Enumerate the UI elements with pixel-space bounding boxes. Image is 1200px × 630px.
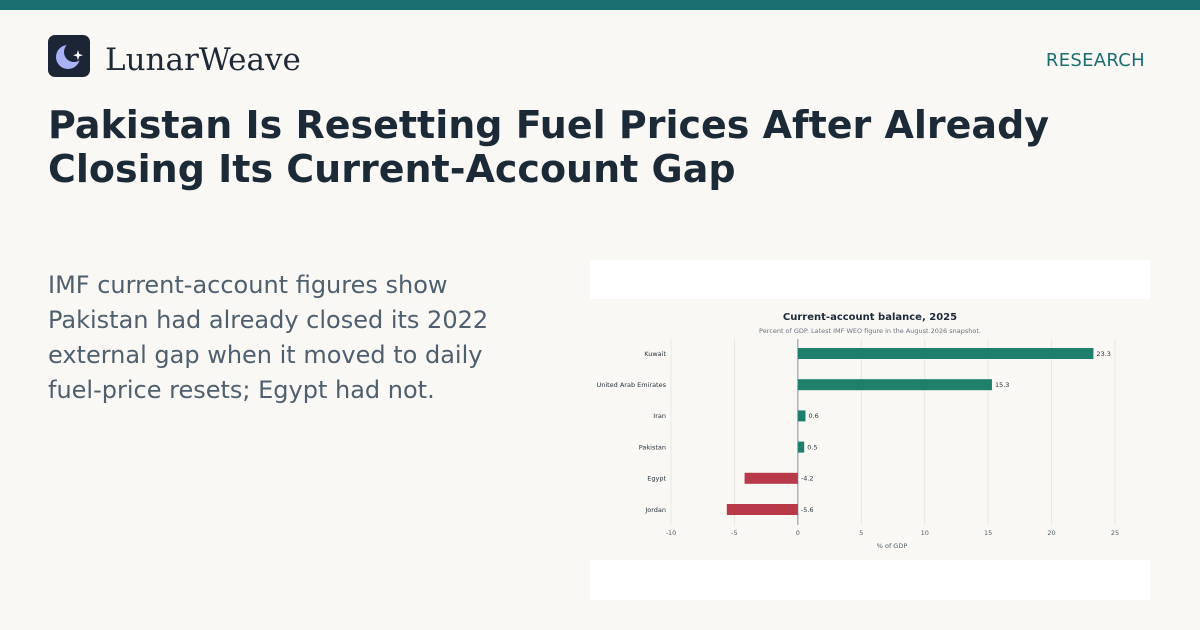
article-headline: Pakistan Is Resetting Fuel Prices After … (48, 103, 1128, 191)
chart-subtitle: Percent of GDP. Latest IMF WEO figure in… (759, 327, 981, 335)
chart-x-tick-label: 0 (796, 529, 800, 537)
chart-bar (797, 379, 992, 391)
summary-line: Pakistan had already closed its 2022 (48, 306, 489, 334)
chart-value-label: -5.6 (801, 506, 814, 514)
chart-category-label: United Arab Emirates (596, 381, 666, 389)
chart-x-tick-label: -5 (731, 529, 737, 537)
current-account-bar-chart: Current-account balance, 2025 Percent of… (590, 299, 1150, 560)
chart-value-label: 0.6 (808, 412, 818, 420)
chart-bar (744, 472, 798, 484)
section-tag[interactable]: RESEARCH (1045, 50, 1145, 71)
chart-category-label: Kuwait (644, 350, 666, 358)
chart-x-tick-label: 25 (1111, 529, 1119, 537)
chart-card: Current-account balance, 2025 Percent of… (590, 260, 1150, 600)
chart-bar (797, 348, 1094, 359)
chart-category-label: Egypt (647, 475, 666, 483)
chart-x-tick-label: 20 (1047, 529, 1055, 537)
summary-line: fuel-price resets; Egypt had not. (48, 376, 435, 404)
chart-x-tick-label: 5 (859, 529, 863, 537)
chart-x-tick-label: 15 (984, 529, 992, 537)
crescent-moon-sparkle-icon (48, 35, 90, 77)
chart-value-label: -4.2 (801, 475, 814, 483)
chart-title: Current-account balance, 2025 (783, 312, 957, 323)
article-summary: IMF current-account figures show Pakista… (48, 268, 558, 408)
summary-line: IMF current-account figures show (48, 271, 448, 299)
chart-x-tick-label: 10 (921, 529, 929, 537)
chart-category-label: Jordan (644, 506, 666, 514)
chart-value-label: 0.5 (807, 443, 817, 451)
brand-name[interactable]: LunarWeave (105, 42, 301, 78)
headline-line: Closing Its Current-Account Gap (48, 147, 736, 191)
chart-x-axis-label: % of GDP (877, 542, 908, 550)
chart-x-tick-label: -10 (666, 529, 677, 537)
chart-value-label: 23.3 (1096, 350, 1110, 358)
chart-bar (797, 441, 805, 453)
summary-line: external gap when it moved to daily (48, 341, 483, 369)
chart-category-label: Iran (653, 412, 666, 420)
headline-line: Pakistan Is Resetting Fuel Prices After … (48, 103, 1050, 147)
top-accent-bar (0, 0, 1200, 10)
chart-bar (797, 410, 806, 422)
chart-category-label: Pakistan (639, 443, 666, 451)
chart-value-label: 15.3 (995, 381, 1009, 389)
chart-bar (726, 504, 798, 515)
